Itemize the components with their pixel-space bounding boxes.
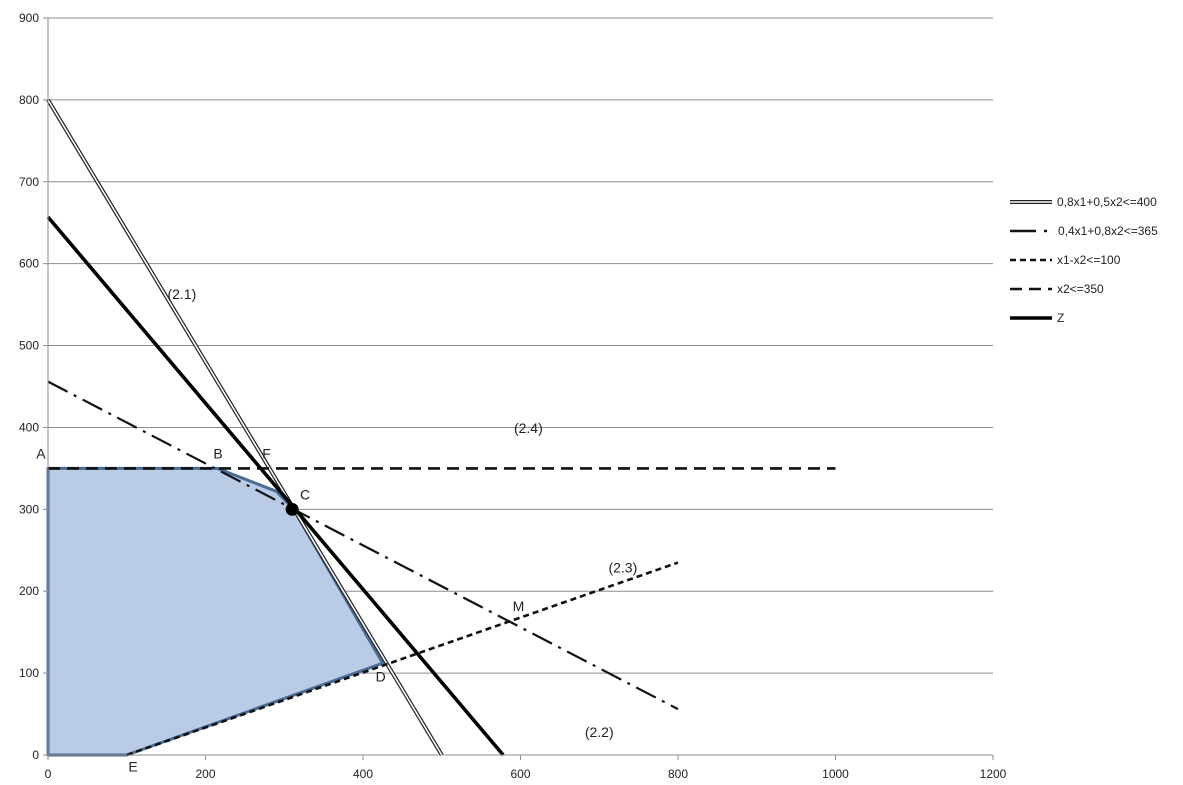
constraint-annotation: (2.4)	[514, 420, 543, 436]
legend-label-2: x1-x2<=100	[1057, 253, 1121, 267]
point-label-e: E	[128, 758, 137, 774]
legend-label-4: Z	[1057, 311, 1064, 325]
feasible-region	[46, 466, 385, 757]
constraint-annotation: (2.2)	[585, 724, 614, 740]
y-tick-label: 600	[19, 257, 39, 271]
x-tick-label: 1200	[980, 767, 1007, 781]
series-line-2-stroke	[126, 561, 679, 757]
legend: 0,8x1+0,5x2<=400 0,4x1+0,8x2<=365 x1-x2<=1…	[1010, 195, 1158, 325]
axes: 0 100 200 300 400 500 600 700 800 900 0 200 400 600 80…	[19, 11, 1007, 781]
x-tick-label: 800	[668, 767, 688, 781]
legend-entry-0: 0,8x1+0,5x2<=400	[1010, 195, 1157, 209]
point-label-a: A	[36, 446, 46, 462]
point-label-b: B	[213, 446, 222, 462]
feasible-region-layer	[46, 466, 385, 757]
series-line-4	[46, 215, 505, 757]
x-tick-label: 400	[353, 767, 373, 781]
y-tick-label: 200	[19, 584, 39, 598]
legend-entry-2: x1-x2<=100	[1010, 253, 1121, 267]
y-tick-label: 500	[19, 339, 39, 353]
y-tick-label: 300	[19, 502, 39, 516]
x-tick-label: 0	[45, 767, 52, 781]
point-label-f: F	[262, 446, 271, 462]
constraint-annotation: (2.3)	[608, 559, 637, 575]
constraint-annotation: (2.1)	[167, 286, 196, 302]
legend-entry-1: 0,4x1+0,8x2<=365	[1010, 224, 1158, 238]
series-line-2	[126, 561, 679, 757]
x-tick-label: 1000	[822, 767, 849, 781]
y-tick-label: 0	[32, 748, 39, 762]
series-line-0-stroke-inner	[47, 99, 443, 756]
point-label-c: C	[300, 487, 310, 503]
x-tick-label: 200	[195, 767, 215, 781]
y-tick-label: 900	[19, 11, 39, 25]
y-tick-label: 800	[19, 93, 39, 107]
optimal-point-marker	[285, 502, 299, 516]
y-tick-label: 100	[19, 666, 39, 680]
series-line-1	[47, 380, 679, 711]
legend-label-1: 0,4x1+0,8x2<=365	[1058, 224, 1158, 238]
series-lines	[46, 98, 836, 757]
legend-entry-4: Z	[1010, 311, 1064, 325]
series-line-1-stroke	[47, 380, 679, 711]
x-tick-label: 600	[510, 767, 530, 781]
legend-entry-3: x2<=350	[1010, 282, 1104, 296]
point-label-m: M	[513, 598, 525, 614]
y-tick-label: 400	[19, 420, 39, 434]
legend-label-0: 0,8x1+0,5x2<=400	[1057, 195, 1157, 209]
y-tick-label: 700	[19, 175, 39, 189]
chart-labels: A B F C D E M (2.1) (2.2) (2.3) (2.4)	[36, 286, 637, 774]
series-line-4-stroke	[46, 215, 505, 757]
point-label-d: D	[376, 668, 386, 684]
series-line-0	[46, 98, 444, 757]
legend-label-3: x2<=350	[1057, 282, 1104, 296]
